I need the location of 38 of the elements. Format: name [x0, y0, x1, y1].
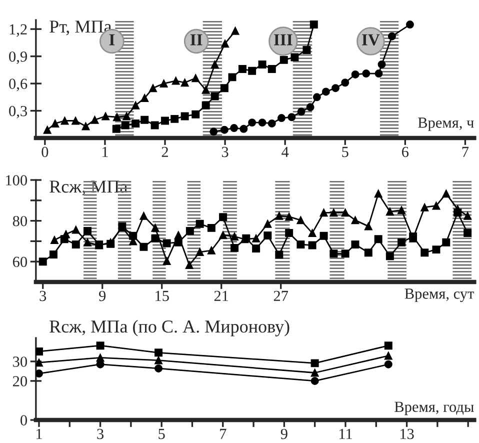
- y-tick-label: 0,9: [9, 51, 27, 64]
- y-tick-label: 100: [6, 175, 28, 186]
- band-label: I: [109, 34, 115, 46]
- x-tick-label: 5: [158, 428, 165, 440]
- x-tick-label: 9: [99, 290, 106, 302]
- x-tick-label: 7: [462, 146, 469, 157]
- y-axis-title: Rсж, МПа (по С. А. Миронову): [50, 320, 290, 336]
- y-tick-label: 30: [13, 356, 28, 367]
- x-tick-label: 3: [40, 290, 46, 302]
- y-tick-label: 0,3: [9, 106, 27, 118]
- y-tick-label: 0: [20, 415, 28, 426]
- x-tick-label: 9: [280, 428, 288, 440]
- x-tick-label: 4: [282, 146, 289, 157]
- x-axis-title: Время, ч: [418, 118, 474, 131]
- x-tick-label: 27: [274, 290, 288, 301]
- x-tick-label: 2: [162, 146, 168, 157]
- x-axis-title: Время, сут: [404, 288, 474, 302]
- y-tick-label: 1,2: [10, 24, 27, 37]
- x-tick-label: 6: [402, 146, 409, 158]
- x-tick-label: 3: [97, 428, 104, 440]
- x-tick-label: 5: [342, 146, 348, 158]
- x-tick-label: 13: [400, 428, 414, 440]
- y-tick-label: 80: [12, 216, 28, 226]
- x-tick-label: 7: [220, 428, 226, 439]
- y-tick-label: 0,6: [9, 78, 28, 92]
- x-tick-label: 11: [339, 428, 352, 439]
- x-tick-label: 1: [36, 428, 42, 439]
- x-tick-label: 0: [42, 146, 48, 158]
- x-axis-title: Время, годы: [394, 402, 474, 416]
- band-label: IV: [362, 34, 380, 46]
- band-label: III: [274, 34, 292, 46]
- x-tick-label: 21: [214, 290, 228, 301]
- band-label: II: [190, 34, 202, 46]
- x-tick-label: 15: [156, 290, 169, 302]
- x-tick-label: 1: [102, 146, 108, 157]
- x-tick-label: 3: [222, 146, 228, 158]
- y-tick-label: 60: [12, 256, 28, 268]
- y-tick-label: 20: [12, 376, 28, 386]
